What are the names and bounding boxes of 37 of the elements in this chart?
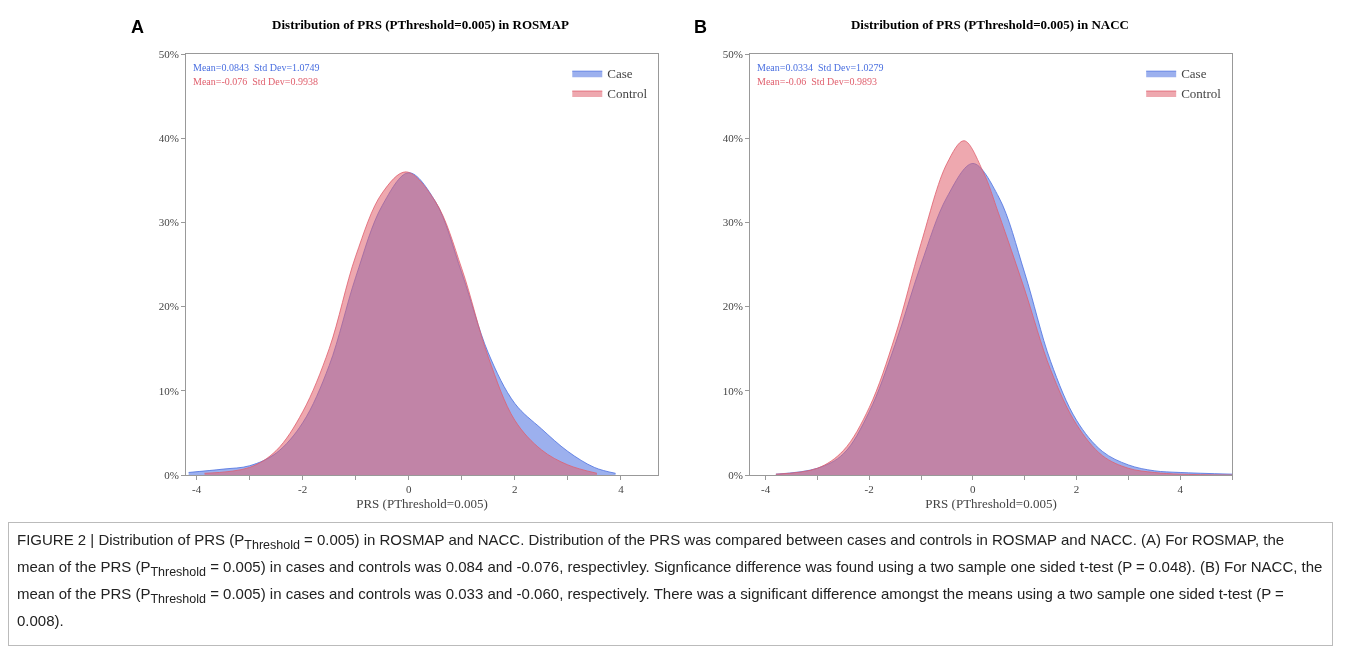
x-tick-label: -4 (760, 483, 771, 496)
y-tick-label: 20% (722, 300, 743, 313)
y-tick-label: 50% (722, 47, 743, 60)
x-axis-title: PRS (PThreshold=0.005) (925, 495, 1057, 511)
x-tick-label: -2 (864, 483, 874, 496)
x-tick-label: 0 (970, 483, 977, 496)
y-tick-label: 40% (722, 132, 743, 145)
text: B (694, 17, 707, 37)
y-tick-label: 10% (722, 384, 743, 397)
text: FIGURE 2 | Distribution of PRS (P$_{Threshold}$ = 0.005) in ROSMAP and NACC. Distribution of the PRS was compared between cases and controls in ROSMAP and NACC. (A) For ROSMAP, the mean of the PRS (P$_{Threshold}$ = 0.005) in cases and controls was 0.084 and -0.076, respectivley. Signficance difference was found using a two sample one sided t-test (P = 0.048). (B) For NACC, the mean of the PRS (P$_{Threshold}$ = 0.005) in cases and controls was 0.033 and -0.060, respectively. There was a significant difference amongst the means using a two sample one sided t-test (P = 0.008). (17, 531, 1323, 629)
x-tick-label: -2 (298, 483, 308, 496)
x-tick-label: 4 (1177, 483, 1184, 496)
legend-label: Control (1181, 86, 1222, 102)
y-tick-label: 50% (158, 47, 179, 60)
x-tick-label: 0 (405, 483, 412, 496)
x-tick-label: 4 (618, 483, 625, 496)
annotation: Mean=-0.076 Std Dev=0.9938 (193, 76, 318, 87)
x-tick-label: -4 (192, 483, 202, 496)
x-axis-title: PRS (PThreshold=0.005) (356, 495, 488, 511)
y-tick-label: 0% (164, 468, 179, 481)
y-tick-label: 0% (728, 468, 743, 481)
y-tick-label: 30% (722, 216, 743, 229)
text: A (131, 17, 144, 37)
annotation: Mean=0.0843 Std Dev=1.0749 (193, 62, 320, 73)
y-tick-label: 40% (158, 132, 179, 145)
y-tick-label: 10% (158, 384, 179, 397)
legend-label: Case (607, 66, 633, 82)
legend-label: Case (1181, 66, 1207, 82)
chart-title: Distribution of PRS (PThreshold=0.005) in NACC (850, 16, 1130, 32)
y-tick-label: 20% (158, 300, 179, 313)
x-tick-label: 2 (512, 483, 518, 496)
chart-title: Distribution of PRS (PThreshold=0.005) in ROSMAP (272, 16, 569, 32)
x-tick-label: 2 (1073, 483, 1080, 496)
legend-label: Control (607, 86, 648, 102)
annotation: Mean=0.0334 Std Dev=1.0279 (757, 62, 884, 73)
y-tick-label: 30% (158, 216, 179, 229)
annotation: Mean=-0.06 Std Dev=0.9893 (757, 76, 877, 87)
